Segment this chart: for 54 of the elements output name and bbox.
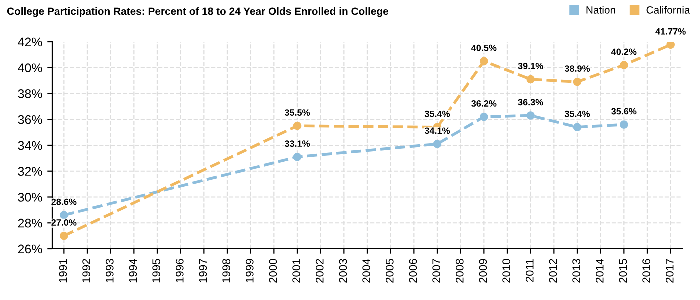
y-tick-label: 28% [18,218,42,228]
x-tick-label: 1991 [59,259,68,283]
data-label: 35.4% [564,110,590,118]
x-tick-label: 1998 [222,259,230,283]
x-tick-label: 1995 [152,259,160,283]
x-tick-label: 1999 [246,259,254,283]
x-tick-label: 2004 [362,259,370,283]
x-tick-label: 2010 [502,259,510,283]
x-tick-label: 2011 [526,259,534,282]
x-tick-label: 2014 [596,259,604,283]
x-tick-label: 2003 [339,259,348,283]
legend-label: California [646,6,690,14]
x-tick-label: 1992 [82,259,90,283]
x-tick-label: 2001 [292,259,300,283]
legend-label: Nation [586,6,616,14]
data-label: 40.2% [612,48,637,56]
x-tick-label: 1997 [199,259,208,283]
x-tick-label: 2005 [386,259,394,283]
chart-title: College Participation Rates: Percent of 18 to 24 Year Olds Enrolled in College [7,8,389,18]
x-tick-label: 1996 [176,259,184,283]
x-tick-label: 2012 [549,259,558,283]
data-label: 35.5% [284,110,310,116]
y-tick-label: 42% [18,38,42,47]
y-tick-label: 30% [18,193,42,202]
x-tick-label: 2002 [316,259,324,283]
x-tick-label: 2008 [456,259,464,283]
y-tick-label: 36% [18,115,42,124]
data-label: 40.5% [472,44,497,52]
data-label: 38.9% [564,66,590,72]
x-tick-label: 1993 [106,259,114,283]
data-label: 35.4% [424,110,450,118]
data-label: 35.6% [612,108,637,115]
x-tick-label: 2017 [666,259,674,283]
data-label: 34.1% [424,128,450,134]
y-tick-label: 32% [18,167,42,176]
y-tick-label: 38% [18,90,42,98]
y-tick-label: 34% [18,141,42,150]
data-label: 39.1% [518,63,544,70]
x-tick-label: 2013 [572,259,580,283]
x-tick-label: 2000 [269,259,278,283]
x-tick-label: 2009 [479,259,488,283]
x-tick-label: 1994 [129,259,138,283]
x-tick-label: 2016 [642,259,650,283]
data-label: 41.77% [656,28,686,35]
x-tick-label: 2007 [432,259,440,283]
data-label: 28.6% [52,198,77,206]
data-label: 36.3% [518,99,544,106]
data-label: 33.1% [284,140,310,148]
y-tick-label: 40% [18,64,42,73]
y-tick-label: 26% [18,244,42,254]
data-label: 27.0% [52,220,77,226]
data-label: 36.2% [472,100,497,107]
x-tick-label: 2006 [409,259,418,283]
x-tick-label: 2015 [619,259,628,283]
